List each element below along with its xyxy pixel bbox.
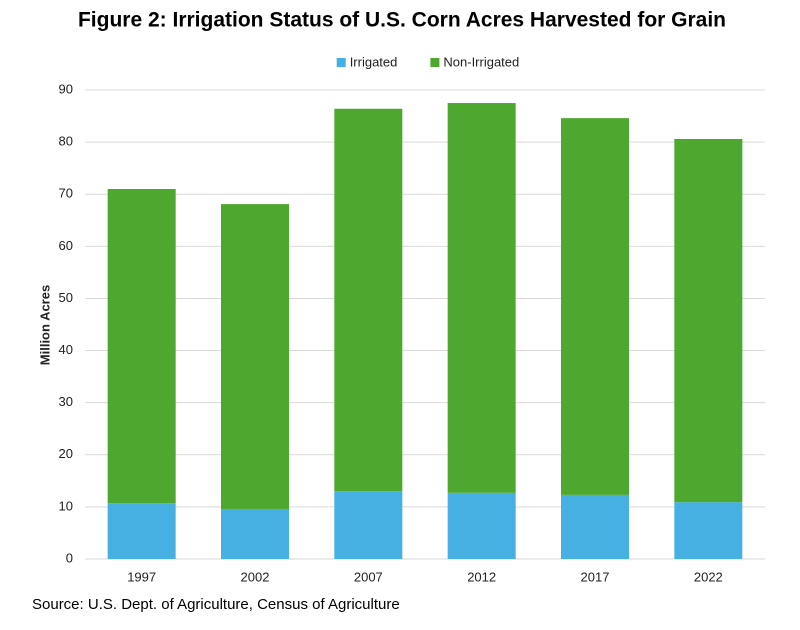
x-tick-label: 2002 [241, 569, 270, 584]
legend-swatch [430, 58, 440, 67]
x-tick-label: 2012 [467, 569, 496, 584]
source-note: Source: U.S. Dept. of Agriculture, Censu… [32, 596, 400, 613]
y-tick-label: 20 [59, 446, 73, 461]
legend: Irrigated Non-Irrigated [336, 54, 519, 69]
bar-segment [107, 189, 176, 504]
x-tick-label: 2022 [694, 569, 723, 584]
x-tick-label: 1997 [127, 569, 156, 584]
chart-title: Figure 2: Irrigation Status of U.S. Corn… [78, 9, 726, 32]
bar-segment [334, 108, 403, 492]
legend-label: Non-Irrigated [443, 54, 519, 69]
x-tick-label: 2007 [354, 569, 383, 584]
y-tick-label: 10 [59, 498, 73, 513]
bar-segment [221, 508, 289, 559]
legend-label: Irrigated [350, 54, 398, 69]
y-tick-label: 90 [59, 81, 73, 96]
bar-segment [447, 492, 516, 559]
bars [107, 103, 743, 559]
y-tick-label: 60 [59, 238, 73, 253]
bar-segment [674, 502, 743, 559]
y-tick-label: 0 [66, 550, 73, 565]
bar-segment [674, 138, 743, 503]
bar-segment [107, 503, 176, 559]
bar-segment [561, 494, 629, 559]
bar-segment [221, 204, 289, 509]
y-tick-label: 50 [59, 290, 73, 305]
bar-segment [561, 118, 629, 495]
legend-swatch [336, 58, 346, 67]
y-tick-label: 70 [59, 186, 73, 201]
x-tick-label: 2017 [581, 569, 610, 584]
y-axis-label: Million Acres [37, 285, 52, 365]
labels: 0 10 20 30 40 50 60 70 80 90 1997 2002 2007 2012 2017 2… [59, 81, 723, 584]
y-tick-label: 30 [59, 394, 73, 409]
grid [85, 89, 765, 560]
bar-segment [334, 491, 403, 559]
y-tick-label: 40 [59, 342, 73, 357]
y-tick-label: 80 [59, 134, 73, 149]
bar-segment [447, 103, 516, 493]
